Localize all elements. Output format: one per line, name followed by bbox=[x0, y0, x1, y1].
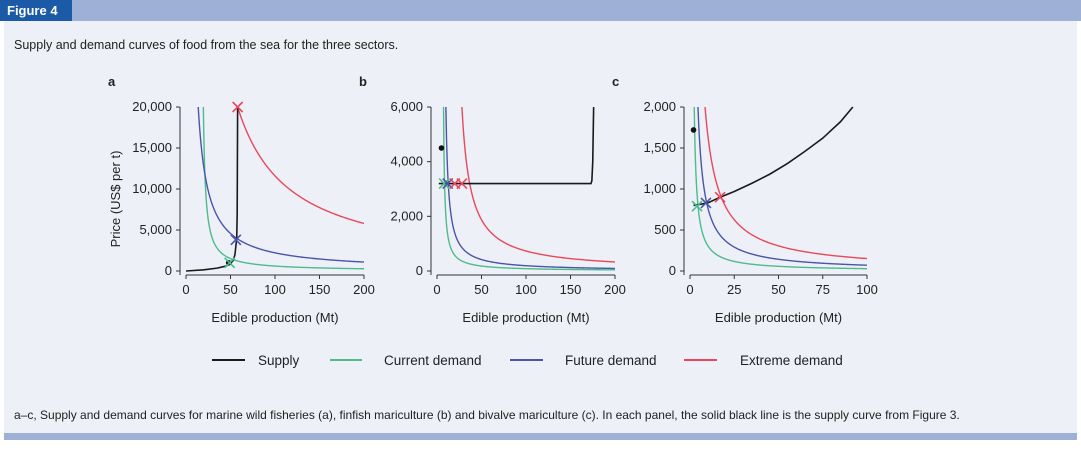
legend-label-future-demand: Future demand bbox=[565, 353, 657, 368]
observed-point-dot bbox=[690, 127, 697, 133]
x-tick-label: 50 bbox=[771, 282, 785, 297]
y-tick-label: 0 bbox=[165, 263, 172, 278]
x-tick-label: 0 bbox=[182, 282, 189, 297]
extreme-demand-equilibrium-marker bbox=[456, 177, 468, 190]
x-tick-label: 0 bbox=[433, 282, 440, 297]
figure-footnote: a–c, Supply and demand curves for marine… bbox=[14, 408, 960, 422]
y-tick-label: 5,000 bbox=[139, 222, 172, 237]
extreme-demand-line bbox=[461, 106, 616, 263]
future-demand-equilibrium-marker bbox=[700, 197, 712, 209]
future-demand-line bbox=[697, 106, 868, 266]
marker-stroke bbox=[438, 177, 450, 190]
supply-line bbox=[693, 106, 854, 207]
panel-a: a 0 5,000 10,000 15,000 20,000 0 50 100 150 200 Edi… bbox=[108, 74, 375, 325]
y-axis-label: Price (US$ per t) bbox=[108, 151, 123, 248]
panel-label-b: b bbox=[359, 74, 367, 89]
extreme-demand-equilibrium-marker bbox=[714, 191, 726, 203]
panel-b-curves bbox=[438, 106, 616, 271]
panel-b: b 0 2,000 4,000 6,000 0 50 100 150 200 Edible prod… bbox=[359, 74, 626, 325]
marker-stroke bbox=[691, 200, 703, 212]
future-demand-equilibrium-marker bbox=[230, 234, 242, 246]
y-tick-label: 2,000 bbox=[643, 99, 676, 114]
figure-bottom-bar bbox=[4, 433, 1077, 440]
x-tick-label: 75 bbox=[816, 282, 830, 297]
y-tick-label: 0 bbox=[669, 263, 676, 278]
current-demand-equilibrium-marker bbox=[438, 177, 450, 190]
current-demand-equilibrium-marker bbox=[691, 200, 703, 212]
current-demand-line bbox=[442, 106, 616, 271]
figure-label: Figure 4 bbox=[0, 0, 72, 21]
extreme-demand-line bbox=[236, 106, 365, 225]
legend: Supply Current demand Future demand Extreme… bbox=[212, 353, 843, 368]
x-tick-label: 100 bbox=[264, 282, 286, 297]
marker-stroke bbox=[714, 191, 726, 203]
panel-label-c: c bbox=[612, 74, 619, 89]
future-demand-line bbox=[197, 106, 365, 263]
x-tick-label: 25 bbox=[727, 282, 741, 297]
y-tick-label: 10,000 bbox=[132, 181, 172, 196]
x-axis-label: Edible production (Mt) bbox=[462, 310, 589, 325]
x-axis-label: Edible production (Mt) bbox=[715, 310, 842, 325]
panel-a-curves bbox=[186, 106, 365, 272]
x-tick-label: 100 bbox=[515, 282, 537, 297]
observed-point-dot bbox=[438, 145, 445, 151]
legend-label-current-demand: Current demand bbox=[384, 353, 482, 368]
x-tick-label: 150 bbox=[560, 282, 582, 297]
extreme-demand-equilibrium-marker bbox=[232, 101, 244, 113]
extreme-demand-line bbox=[704, 106, 868, 260]
panel-c: c 0 500 1,000 1,500 2,000 0 25 50 75 100 Edible pro… bbox=[612, 74, 878, 325]
x-tick-label: 50 bbox=[474, 282, 488, 297]
marker-stroke bbox=[224, 257, 236, 269]
figure-header-bar bbox=[0, 0, 1081, 21]
panel-c-curves bbox=[693, 106, 868, 270]
x-tick-label: 100 bbox=[856, 282, 878, 297]
marker-stroke bbox=[456, 177, 468, 190]
current-demand-line bbox=[693, 106, 868, 270]
x-tick-label: 0 bbox=[686, 282, 693, 297]
figure-panel bbox=[4, 21, 1077, 433]
x-axis-label: Edible production (Mt) bbox=[211, 310, 338, 325]
current-demand-line bbox=[202, 106, 365, 270]
y-tick-label: 15,000 bbox=[132, 140, 172, 155]
y-tick-label: 2,000 bbox=[390, 208, 423, 223]
figure-caption: Supply and demand curves of food from th… bbox=[14, 38, 399, 52]
y-tick-label: 6,000 bbox=[390, 99, 423, 114]
y-tick-label: 20,000 bbox=[132, 99, 172, 114]
supply-line bbox=[438, 106, 595, 185]
y-tick-label: 4,000 bbox=[390, 154, 423, 169]
y-tick-label: 1,500 bbox=[643, 140, 676, 155]
x-tick-label: 50 bbox=[223, 282, 237, 297]
future-demand-line bbox=[445, 106, 616, 270]
marker-stroke bbox=[700, 197, 712, 209]
legend-label-supply: Supply bbox=[258, 353, 300, 368]
x-tick-label: 150 bbox=[309, 282, 331, 297]
y-tick-label: 0 bbox=[416, 263, 423, 278]
x-tick-label: 200 bbox=[353, 282, 375, 297]
panel-label-a: a bbox=[108, 74, 116, 89]
y-tick-label: 1,000 bbox=[643, 181, 676, 196]
x-tick-label: 200 bbox=[604, 282, 626, 297]
current-demand-equilibrium-marker bbox=[224, 257, 236, 269]
marker-stroke bbox=[230, 234, 242, 246]
supply-line bbox=[186, 106, 239, 272]
legend-label-extreme-demand: Extreme demand bbox=[740, 353, 843, 368]
y-tick-label: 500 bbox=[654, 222, 676, 237]
marker-stroke bbox=[232, 101, 244, 113]
